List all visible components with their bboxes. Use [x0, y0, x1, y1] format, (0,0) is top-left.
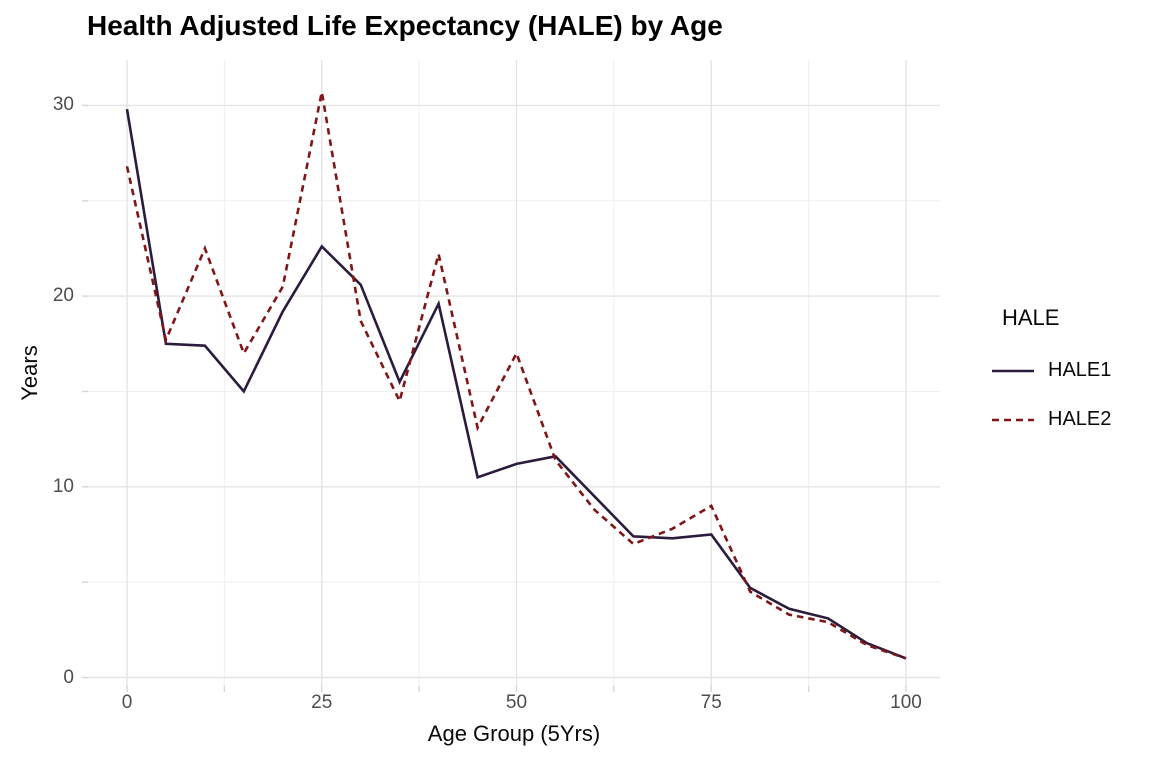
legend-item-hale2: HALE2: [990, 408, 1111, 431]
hale1-solid-line-key-icon: [992, 369, 1034, 372]
hale2-line: [125, 91, 907, 660]
x-tick-label-75: 75: [700, 692, 722, 713]
y-tick-label-20: 20: [52, 285, 74, 307]
x-tick-label-25: 25: [311, 692, 333, 713]
y-tick-label-30: 30: [52, 94, 74, 116]
legend-label-hale2: HALE2: [1048, 408, 1112, 430]
legend-label-hale1: HALE1: [1048, 359, 1112, 381]
x-tick-label-50: 50: [505, 692, 528, 713]
legend-item-hale1: HALE1: [990, 359, 1111, 382]
hale2-dashed-line-key-icon: [992, 418, 1034, 421]
hale1-line: [125, 108, 907, 660]
y-tick-label-0: 0: [63, 666, 74, 688]
y-axis-title: Years: [17, 345, 42, 401]
x-tick-label-100: 100: [890, 692, 922, 713]
legend-title: HALE: [1002, 305, 1060, 330]
legend: HALE HALE1 HALE2: [990, 305, 1111, 457]
chart-title: Health Adjusted Life Expectancy (HALE) b…: [87, 10, 723, 41]
y-tick-label-10: 10: [52, 475, 74, 497]
x-tick-label-0: 0: [121, 692, 133, 713]
x-axis-title: Age Group (5Yrs): [427, 721, 601, 746]
